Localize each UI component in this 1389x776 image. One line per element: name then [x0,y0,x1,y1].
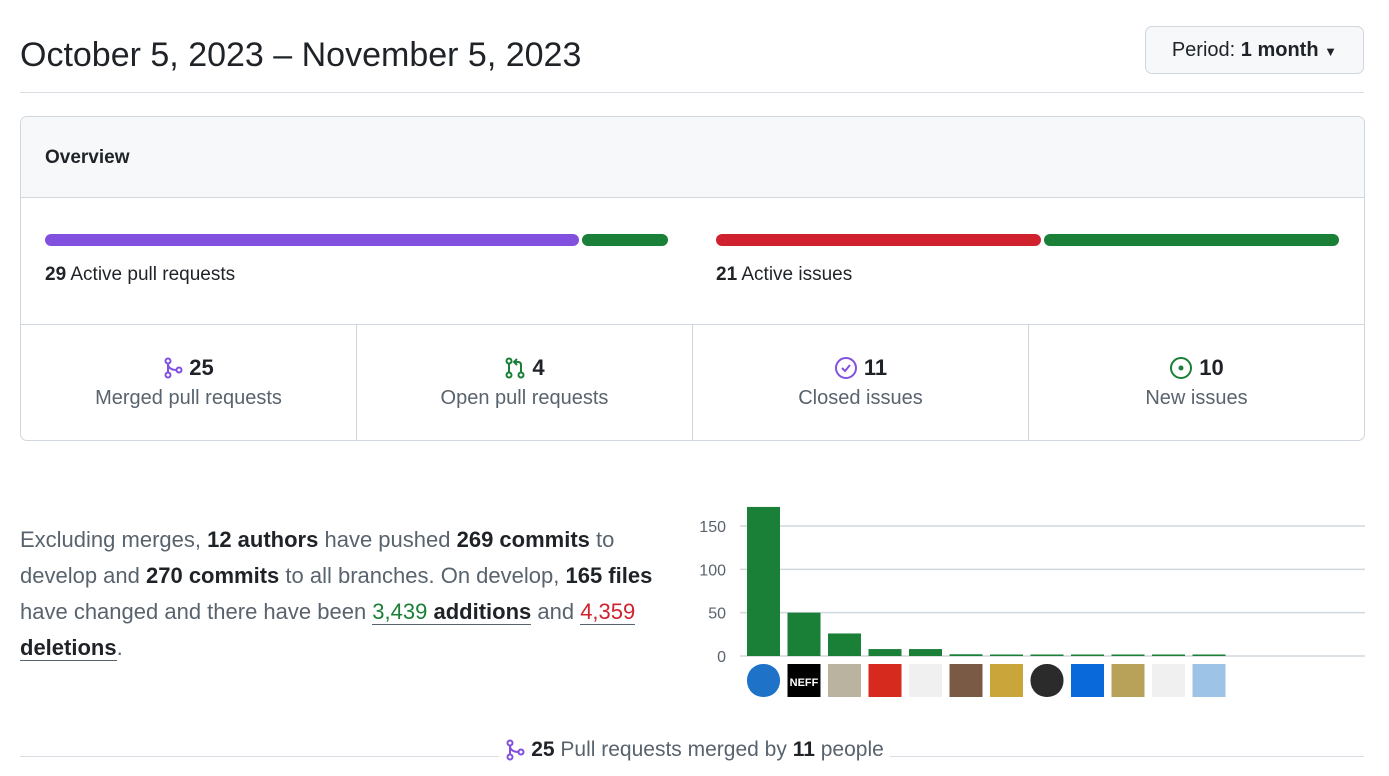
open-pull-requests-stat[interactable]: 4 Open pull requests [357,325,693,440]
bar-author-3[interactable] [828,633,861,656]
y-tick-label: 50 [708,606,726,623]
period-label: Period: [1171,39,1236,61]
deletions-link[interactable]: 4,359 deletions [20,599,636,661]
avatar-author-7[interactable] [990,664,1023,697]
bar-author-12[interactable] [1192,654,1226,657]
active-issues-link[interactable]: 21 Active issues [716,264,853,285]
overview-panel: Overview 29 Active pull requests 21 Acti… [20,116,1365,441]
commit-summary: Excluding merges, 12 authors have pushed… [20,527,653,661]
avatar-author-1[interactable] [747,664,780,697]
avatar-author-5[interactable] [909,664,942,697]
new-segment [1043,234,1339,246]
y-tick-label: 0 [717,649,726,666]
avatar-author-3[interactable] [828,664,861,697]
bar-author-2[interactable] [787,612,821,656]
bar-author-6[interactable] [949,654,983,656]
issues-progress-bar [716,234,1339,246]
merged-pull-requests-heading: 25 Pull requests merged by 11 people [0,738,1389,767]
pull-requests-progress-bar [45,234,668,246]
new-issues-stat[interactable]: 10 New issues [1145,355,1248,409]
merged-pull-requests-stat[interactable]: 25 Merged pull requests [21,325,357,440]
page-header: October 5, 2023 – November 5, 2023 Perio… [20,26,1364,93]
bar-author-1[interactable] [747,506,780,656]
bar-author-8[interactable] [1030,654,1064,657]
bar-author-7[interactable] [990,654,1023,657]
y-tick-label: 150 [699,519,726,536]
avatar-author-6[interactable] [949,664,983,697]
caret-down-icon: ▼ [1324,44,1337,59]
git-pull-request-icon [505,357,525,379]
avatar-author-10[interactable] [1111,664,1145,697]
bar-author-10[interactable] [1111,654,1145,657]
bar-author-9[interactable] [1071,654,1104,657]
bar-author-5[interactable] [909,649,942,656]
additions-link[interactable]: 3,439 additions [372,599,532,625]
period-value: 1 month [1240,39,1319,61]
closed-issues-stat[interactable]: 11 Closed issues [693,325,1029,440]
closed-segment [716,234,1041,246]
commits-by-author-chart: 0 50 100 150 NEFF [699,506,1365,697]
avatar-author-11[interactable] [1152,664,1185,697]
merged-segment [45,234,580,246]
avatar-author-2[interactable] [787,664,821,697]
issue-closed-icon [834,357,857,379]
avatar-author-4[interactable] [868,664,902,697]
avatar-text: NEFF [790,677,819,689]
active-pull-requests-link[interactable]: 29 Active pull requests [45,264,236,285]
overview-title: Overview [21,117,1364,198]
git-merge-icon [164,357,183,379]
bar-author-11[interactable] [1152,654,1185,657]
avatar-author-9[interactable] [1071,664,1104,697]
date-range-title: October 5, 2023 – November 5, 2023 [20,36,582,74]
avatar-author-8[interactable] [1030,664,1064,697]
avatar-author-12[interactable] [1192,664,1226,697]
open-segment [582,234,668,246]
period-dropdown[interactable]: Period: 1 month ▼ [1144,26,1364,74]
git-merge-icon [506,739,525,761]
issue-opened-icon [1170,357,1193,379]
bar-author-4[interactable] [868,649,902,656]
y-tick-label: 100 [699,562,726,579]
